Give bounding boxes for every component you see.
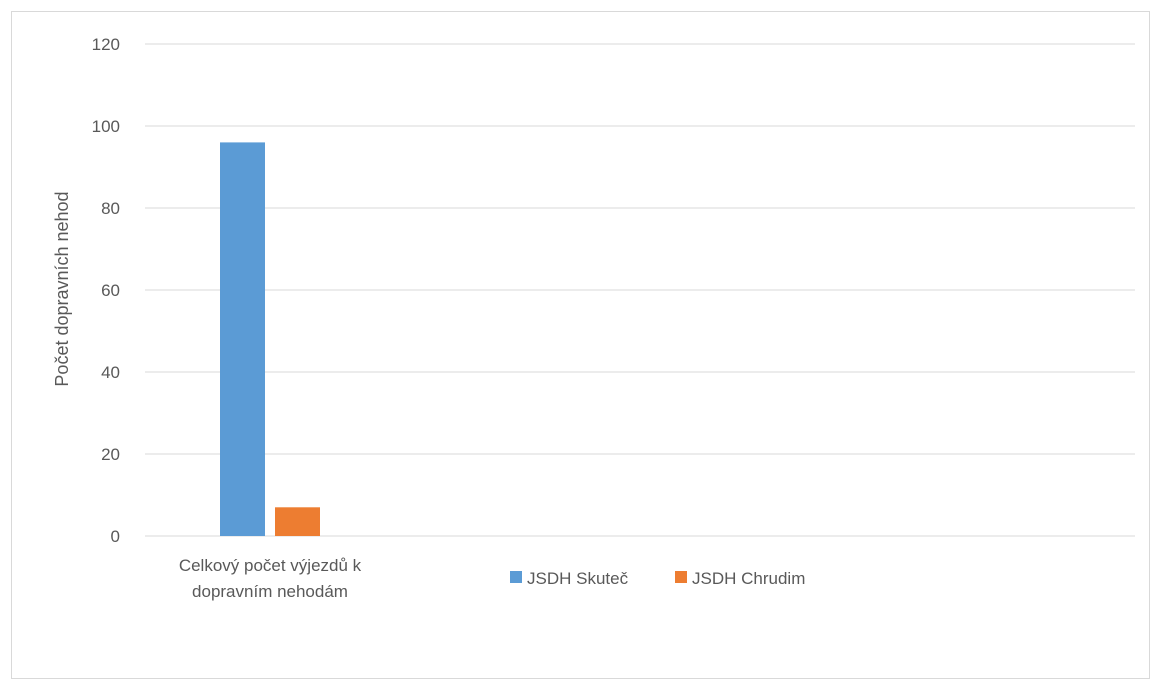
y-tick-label: 60 xyxy=(101,281,120,300)
y-tick-label: 120 xyxy=(92,35,120,54)
legend-swatch xyxy=(675,571,687,583)
y-axis-title: Počet dopravních nehod xyxy=(52,191,72,386)
y-tick-label: 0 xyxy=(111,527,120,546)
x-tick-labels: Celkový počet výjezdů k dopravním nehodám xyxy=(179,556,362,601)
bar-jsdh-chrudim xyxy=(275,507,320,536)
chart-frame xyxy=(11,11,1150,679)
x-tick-label: Celkový počet výjezdů k xyxy=(179,556,362,575)
legend-label: JSDH Skuteč xyxy=(527,569,629,588)
legend: JSDH Skuteč JSDH Chrudim xyxy=(510,569,805,588)
y-tick-label: 100 xyxy=(92,117,120,136)
y-tick-label: 80 xyxy=(101,199,120,218)
legend-label: JSDH Chrudim xyxy=(692,569,805,588)
y-tick-label: 20 xyxy=(101,445,120,464)
bar-jsdh-skutec xyxy=(220,142,265,536)
gridlines xyxy=(145,43,1135,537)
y-tick-label: 40 xyxy=(101,363,120,382)
legend-swatch xyxy=(510,571,522,583)
bars xyxy=(220,142,320,536)
y-tick-labels: 0 20 40 60 80 100 120 xyxy=(92,35,120,546)
x-tick-label: dopravním nehodám xyxy=(192,582,348,601)
